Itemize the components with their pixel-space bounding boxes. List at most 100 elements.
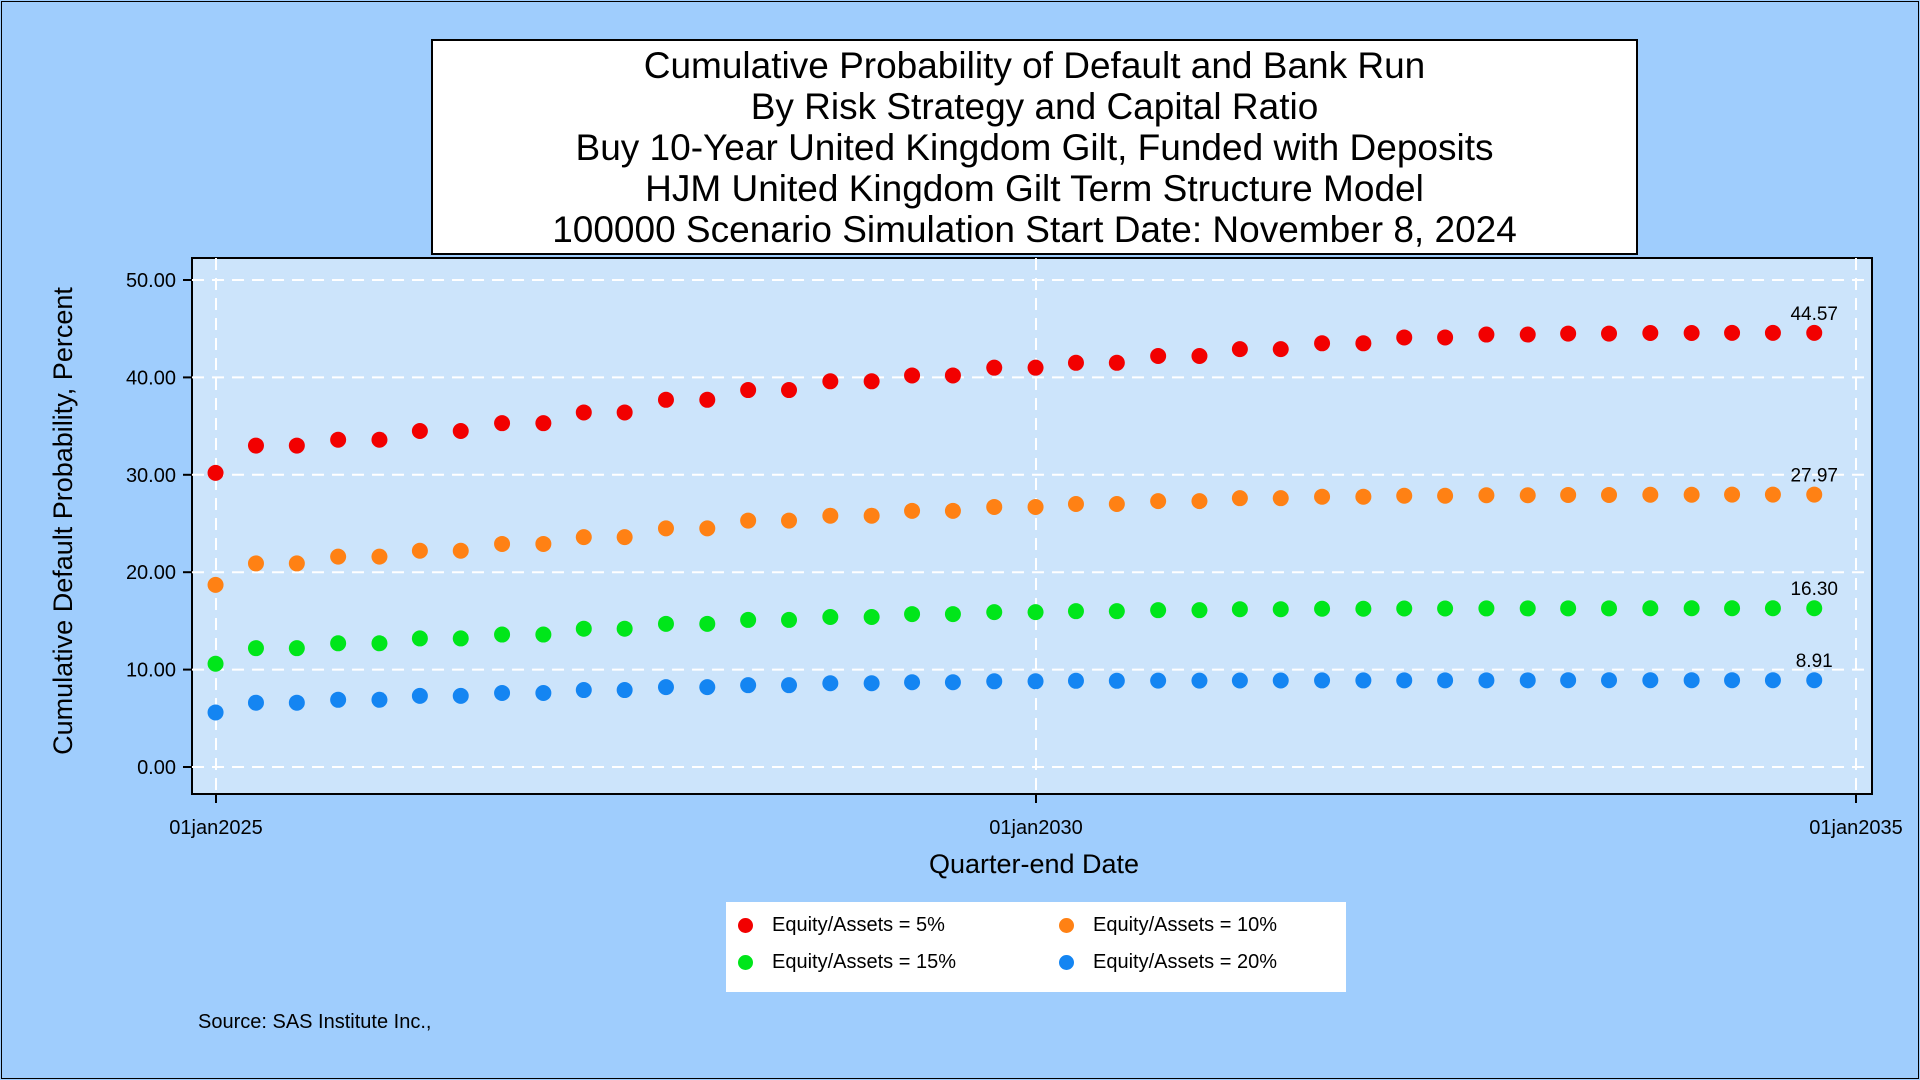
data-point [822,507,839,524]
data-point [1642,672,1659,689]
title-line-2: By Risk Strategy and Capital Ratio [750,85,1319,127]
data-point [247,437,264,454]
data-point [1683,486,1700,503]
data-point [863,507,880,524]
data-point [1806,486,1823,503]
data-point [1806,324,1823,341]
data-point [1231,672,1248,689]
data-point [1067,603,1084,620]
data-point [207,655,224,672]
data-point [1560,486,1577,503]
data-point [1764,600,1781,617]
data-point [1724,324,1741,341]
legend: Equity/Assets = 5% Equity/Assets = 10% E… [726,902,1346,992]
y-tick-label: 0.00 [137,757,176,779]
data-point [1601,600,1618,617]
data-point [1437,329,1454,346]
data-point [1191,347,1208,364]
data-point [1027,359,1044,376]
data-point [740,611,757,628]
data-point [1027,673,1044,690]
data-point [1067,354,1084,371]
data-point [944,674,961,691]
x-tick-label: 01jan2025 [169,817,262,839]
data-point [699,520,716,537]
data-point [904,502,921,519]
data-point [371,691,388,708]
data-point [494,535,511,552]
data-point [657,679,674,696]
data-point [1478,672,1495,689]
legend-item-1: Equity/Assets = 5% [738,914,945,937]
data-point [863,675,880,692]
data-point [1560,600,1577,617]
data-point [575,682,592,699]
data-point [1519,672,1536,689]
data-point [781,512,798,529]
x-axis-title: Quarter-end Date [929,849,1139,879]
data-point [986,604,1003,621]
data-point [1314,488,1331,505]
data-point [1272,601,1289,618]
data-point [1396,672,1413,689]
data-point [699,391,716,408]
data-point [575,620,592,637]
data-point [288,694,305,711]
data-point [1108,672,1125,689]
series-1 [207,324,1823,481]
data-point [288,437,305,454]
data-point [1601,486,1618,503]
data-point [247,555,264,572]
y-tick-label: 40.00 [126,367,176,389]
data-point [1683,672,1700,689]
data-point [904,674,921,691]
data-point [1027,604,1044,621]
data-point [1150,602,1167,619]
data-point [207,576,224,593]
data-point [822,373,839,390]
data-point [1355,672,1372,689]
source-note: Source: SAS Institute Inc., [198,1011,432,1033]
data-point [1272,490,1289,507]
data-point [411,422,428,439]
data-point [1150,347,1167,364]
data-point [657,520,674,537]
data-point [1108,354,1125,371]
data-point [1150,672,1167,689]
legend-marker-4 [1059,955,1074,970]
data-point [207,704,224,721]
data-point [699,679,716,696]
data-point [1108,603,1125,620]
legend-item-3: Equity/Assets = 15% [738,951,956,974]
data-label: 27.97 [1790,466,1838,487]
data-point [1642,324,1659,341]
data-point [904,606,921,623]
data-point [1396,487,1413,504]
data-point [986,359,1003,376]
data-point [1478,326,1495,343]
data-point [1519,600,1536,617]
data-point [822,675,839,692]
legend-item-4: Equity/Assets = 20% [1059,951,1277,974]
data-point [452,630,469,647]
data-point [1478,487,1495,504]
data-point [863,609,880,626]
data-point [1437,672,1454,689]
data-point [657,615,674,632]
data-point [1067,496,1084,513]
data-point [781,677,798,694]
data-point [371,635,388,652]
data-point [740,382,757,399]
legend-marker-3 [738,955,753,970]
data-point [1642,600,1659,617]
legend-label-2: Equity/Assets = 10% [1093,914,1277,936]
data-point [944,606,961,623]
plot-area [191,257,1873,795]
data-point [1191,602,1208,619]
data-point [1764,486,1781,503]
data-point [1108,496,1125,513]
data-point [1314,335,1331,352]
data-point [535,684,552,701]
data-point [330,635,347,652]
title-line-3: Buy 10-Year United Kingdom Gilt, Funded … [575,126,1494,168]
